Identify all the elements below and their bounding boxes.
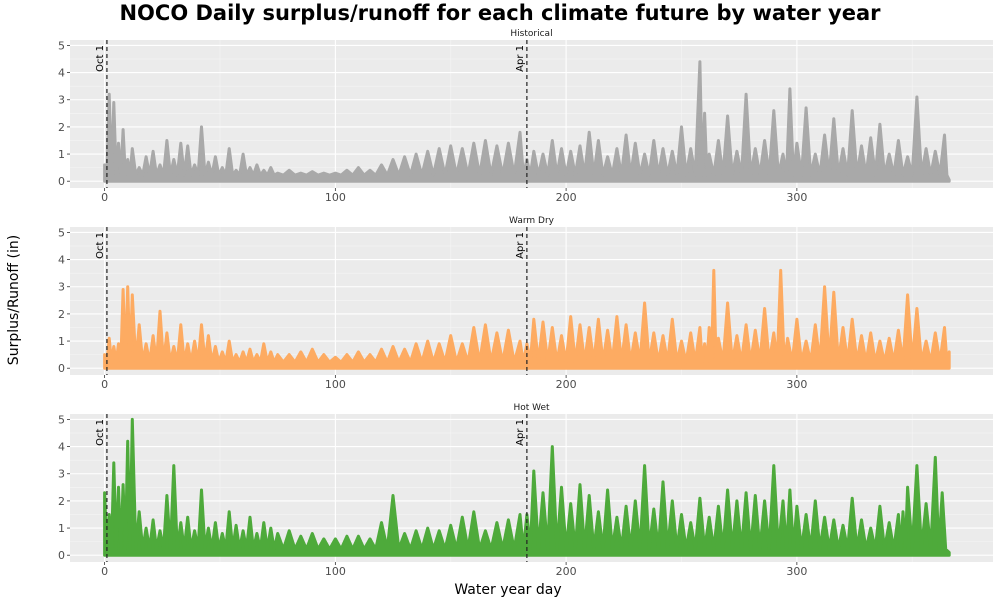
facet-panel-historical: Historical 0 100 200 300 0 1 2 3 4 5 Oct 1 Apr 1 — [58, 29, 993, 204]
facet-title: Warm Dry — [509, 216, 555, 226]
series-line-hot-wet — [103, 417, 951, 557]
x-axis-label: Water year day — [454, 582, 562, 598]
x-tick-label: 300 — [786, 565, 807, 578]
y-tick-label: 1 — [58, 148, 65, 161]
x-tick-label: 300 — [786, 378, 807, 391]
x-tick-label: 100 — [325, 191, 346, 204]
y-tick-label: 2 — [58, 308, 65, 321]
reference-line-label: Oct 1 — [95, 232, 106, 259]
facet-panel-hot-wet: Hot Wet 0 100 200 300 0 1 2 3 4 5 Oct 1 Apr 1 — [58, 403, 993, 578]
y-tick-label: 4 — [58, 441, 65, 454]
y-tick-label: 2 — [58, 121, 65, 134]
y-tick-label: 1 — [58, 522, 65, 535]
y-tick-label: 5 — [58, 39, 65, 52]
x-tick-label: 0 — [101, 378, 108, 391]
y-tick-label: 5 — [58, 226, 65, 239]
series-line-warm-dry — [103, 268, 951, 370]
reference-line-label: Apr 1 — [515, 45, 526, 72]
series-line-historical — [103, 60, 951, 183]
y-tick-label: 0 — [58, 175, 65, 188]
y-tick-label: 0 — [58, 362, 65, 375]
facet-title: Historical — [510, 29, 552, 39]
y-tick-label: 4 — [58, 67, 65, 80]
y-tick-label: 2 — [58, 495, 65, 508]
reference-line-label: Apr 1 — [515, 232, 526, 259]
y-tick-label: 1 — [58, 335, 65, 348]
x-tick-label: 0 — [101, 191, 108, 204]
x-tick-label: 100 — [325, 378, 346, 391]
reference-line-label: Oct 1 — [95, 419, 106, 446]
x-tick-label: 200 — [556, 378, 577, 391]
x-tick-label: 100 — [325, 565, 346, 578]
x-tick-label: 300 — [786, 191, 807, 204]
y-tick-label: 3 — [58, 281, 65, 294]
x-tick-label: 200 — [556, 191, 577, 204]
y-tick-label: 5 — [58, 413, 65, 426]
facet-panel-warm-dry: Warm Dry 0 100 200 300 0 1 2 3 4 5 Oct 1 Apr 1 — [58, 216, 993, 391]
y-tick-label: 3 — [58, 468, 65, 481]
reference-line-label: Oct 1 — [95, 45, 106, 72]
facet-title: Hot Wet — [513, 403, 550, 413]
chart-title: NOCO Daily surplus/runoff for each clima… — [119, 1, 881, 25]
x-tick-label: 0 — [101, 565, 108, 578]
y-tick-label: 4 — [58, 254, 65, 267]
reference-line-label: Apr 1 — [515, 419, 526, 446]
y-tick-label: 3 — [58, 94, 65, 107]
x-tick-label: 200 — [556, 565, 577, 578]
y-tick-label: 0 — [58, 549, 65, 562]
